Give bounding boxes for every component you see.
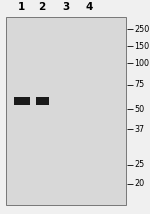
Text: 100: 100 [134, 59, 149, 68]
Bar [6, 17, 126, 205]
Text: 37: 37 [134, 125, 144, 134]
Text: 75: 75 [134, 80, 144, 89]
Bar [36, 97, 50, 104]
Text: 1: 1 [18, 2, 25, 12]
Text: 150: 150 [134, 42, 149, 51]
Text: 2: 2 [38, 2, 46, 12]
Text: 25: 25 [134, 160, 144, 169]
Text: 250: 250 [134, 25, 150, 34]
Text: 20: 20 [134, 179, 144, 188]
Text: 50: 50 [134, 105, 144, 114]
Bar [14, 97, 30, 104]
Text: 3: 3 [62, 2, 70, 12]
Text: 4: 4 [85, 2, 93, 12]
